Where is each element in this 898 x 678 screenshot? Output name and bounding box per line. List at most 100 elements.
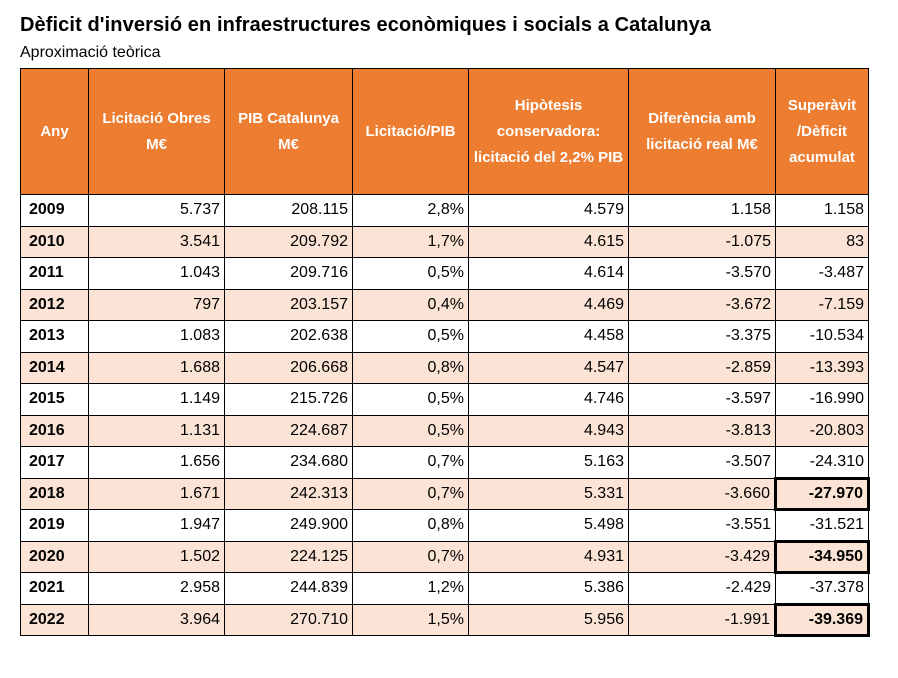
acumulat-cell: -20.803 <box>775 414 869 447</box>
table-row: 2009 5.737 208.115 2,8% 4.579 1.158 1.158 <box>20 194 869 227</box>
diferencia-cell: -3.551 <box>628 509 776 542</box>
table-title: Dèficit d'inversió en infraestructures e… <box>20 14 712 36</box>
hipotesis-cell: 4.615 <box>468 225 629 258</box>
licitacio-cell: 1.947 <box>88 509 225 542</box>
diferencia-cell: -2.429 <box>628 572 776 605</box>
acumulat-cell: -7.159 <box>775 288 869 321</box>
licitacio-cell: 3.964 <box>88 603 225 636</box>
hipotesis-cell: 4.469 <box>468 288 629 321</box>
acumulat-cell: -34.950 <box>774 539 870 574</box>
diferencia-cell: -2.859 <box>628 351 776 384</box>
acumulat-cell: -3.487 <box>775 257 869 290</box>
table-row: 2013 1.083 202.638 0,5% 4.458 -3.375 -10.534 <box>20 320 869 353</box>
licitacio-cell: 2.958 <box>88 572 225 605</box>
hipotesis-cell: 5.498 <box>468 509 629 542</box>
ratio-cell: 1,5% <box>352 603 469 636</box>
ratio-cell: 0,8% <box>352 351 469 384</box>
diferencia-cell: -3.660 <box>628 477 776 510</box>
year-cell: 2018 <box>20 477 89 510</box>
diferencia-cell: -3.507 <box>628 446 776 479</box>
year-cell: 2014 <box>20 351 89 384</box>
licitacio-cell: 1.671 <box>88 477 225 510</box>
pib-cell: 215.726 <box>224 383 353 416</box>
licitacio-cell: 1.688 <box>88 351 225 384</box>
year-cell: 2015 <box>20 383 89 416</box>
licitacio-cell: 3.541 <box>88 225 225 258</box>
acumulat-cell: -13.393 <box>775 351 869 384</box>
year-cell: 2013 <box>20 320 89 353</box>
licitacio-cell: 5.737 <box>88 194 225 227</box>
column-header-licitacio: Licitació Obres M€ <box>88 68 225 195</box>
column-header-ratio: Licitació/PIB <box>352 68 469 195</box>
ratio-cell: 0,7% <box>352 477 469 510</box>
pib-cell: 209.716 <box>224 257 353 290</box>
table-row: 2014 1.688 206.668 0,8% 4.547 -2.859 -13.393 <box>20 351 869 384</box>
ratio-cell: 1,2% <box>352 572 469 605</box>
table-row: 2019 1.947 249.900 0,8% 5.498 -3.551 -31.521 <box>20 509 869 542</box>
diferencia-cell: -1.991 <box>628 603 776 636</box>
licitacio-cell: 1.131 <box>88 414 225 447</box>
acumulat-cell: -27.970 <box>774 476 870 511</box>
header-row: Any Licitació Obres M€ PIB Catalunya M€ … <box>20 68 869 195</box>
table-row: 2011 1.043 209.716 0,5% 4.614 -3.570 -3.487 <box>20 257 869 290</box>
pib-cell: 249.900 <box>224 509 353 542</box>
ratio-cell: 0,5% <box>352 257 469 290</box>
ratio-cell: 0,7% <box>352 446 469 479</box>
column-header-pib: PIB Catalunya M€ <box>224 68 353 195</box>
table-subtitle: Aproximació teòrica <box>20 44 161 61</box>
column-header-acumulat: Superàvit /Dèficit acumulat <box>775 68 869 195</box>
acumulat-cell: -10.534 <box>775 320 869 353</box>
licitacio-cell: 1.083 <box>88 320 225 353</box>
pib-cell: 242.313 <box>224 477 353 510</box>
year-cell: 2021 <box>20 572 89 605</box>
year-cell: 2017 <box>20 446 89 479</box>
pib-cell: 234.680 <box>224 446 353 479</box>
ratio-cell: 2,8% <box>352 194 469 227</box>
acumulat-cell: 1.158 <box>775 194 869 227</box>
hipotesis-cell: 5.956 <box>468 603 629 636</box>
year-cell: 2019 <box>20 509 89 542</box>
table-row: 2020 1.502 224.125 0,7% 4.931 -3.429 -34.950 <box>20 539 870 574</box>
table-row: 2018 1.671 242.313 0,7% 5.331 -3.660 -27.970 <box>20 476 870 511</box>
ratio-cell: 1,7% <box>352 225 469 258</box>
acumulat-cell: -16.990 <box>775 383 869 416</box>
ratio-cell: 0,4% <box>352 288 469 321</box>
acumulat-cell: -24.310 <box>775 446 869 479</box>
hipotesis-cell: 5.386 <box>468 572 629 605</box>
diferencia-cell: -1.075 <box>628 225 776 258</box>
diferencia-cell: -3.375 <box>628 320 776 353</box>
diferencia-cell: -3.429 <box>628 540 776 573</box>
pib-cell: 203.157 <box>224 288 353 321</box>
year-cell: 2009 <box>20 194 89 227</box>
pib-cell: 202.638 <box>224 320 353 353</box>
diferencia-cell: -3.813 <box>628 414 776 447</box>
hipotesis-cell: 5.163 <box>468 446 629 479</box>
column-header-hipotesis: Hipòtesis conservadora: licitació del 2,… <box>468 68 629 195</box>
licitacio-cell: 1.656 <box>88 446 225 479</box>
column-header-any: Any <box>20 68 89 195</box>
pib-cell: 206.668 <box>224 351 353 384</box>
acumulat-cell: -39.369 <box>774 602 870 637</box>
hipotesis-cell: 4.746 <box>468 383 629 416</box>
hipotesis-cell: 4.458 <box>468 320 629 353</box>
acumulat-cell: -31.521 <box>775 509 869 542</box>
ratio-cell: 0,5% <box>352 414 469 447</box>
diferencia-cell: -3.597 <box>628 383 776 416</box>
table-row: 2015 1.149 215.726 0,5% 4.746 -3.597 -16.990 <box>20 383 869 416</box>
year-cell: 2012 <box>20 288 89 321</box>
hipotesis-cell: 4.943 <box>468 414 629 447</box>
pib-cell: 244.839 <box>224 572 353 605</box>
pib-cell: 224.687 <box>224 414 353 447</box>
table-row: 2016 1.131 224.687 0,5% 4.943 -3.813 -20.803 <box>20 414 869 447</box>
pib-cell: 224.125 <box>224 540 353 573</box>
table-row: 2017 1.656 234.680 0,7% 5.163 -3.507 -24.310 <box>20 446 869 479</box>
pib-cell: 208.115 <box>224 194 353 227</box>
pib-cell: 209.792 <box>224 225 353 258</box>
year-cell: 2010 <box>20 225 89 258</box>
diferencia-cell: 1.158 <box>628 194 776 227</box>
hipotesis-cell: 4.931 <box>468 540 629 573</box>
diferencia-cell: -3.570 <box>628 257 776 290</box>
table-row: 2012 797 203.157 0,4% 4.469 -3.672 -7.159 <box>20 288 869 321</box>
year-cell: 2011 <box>20 257 89 290</box>
table-body: 2009 5.737 208.115 2,8% 4.579 1.158 1.158 2010 3… <box>20 194 870 637</box>
